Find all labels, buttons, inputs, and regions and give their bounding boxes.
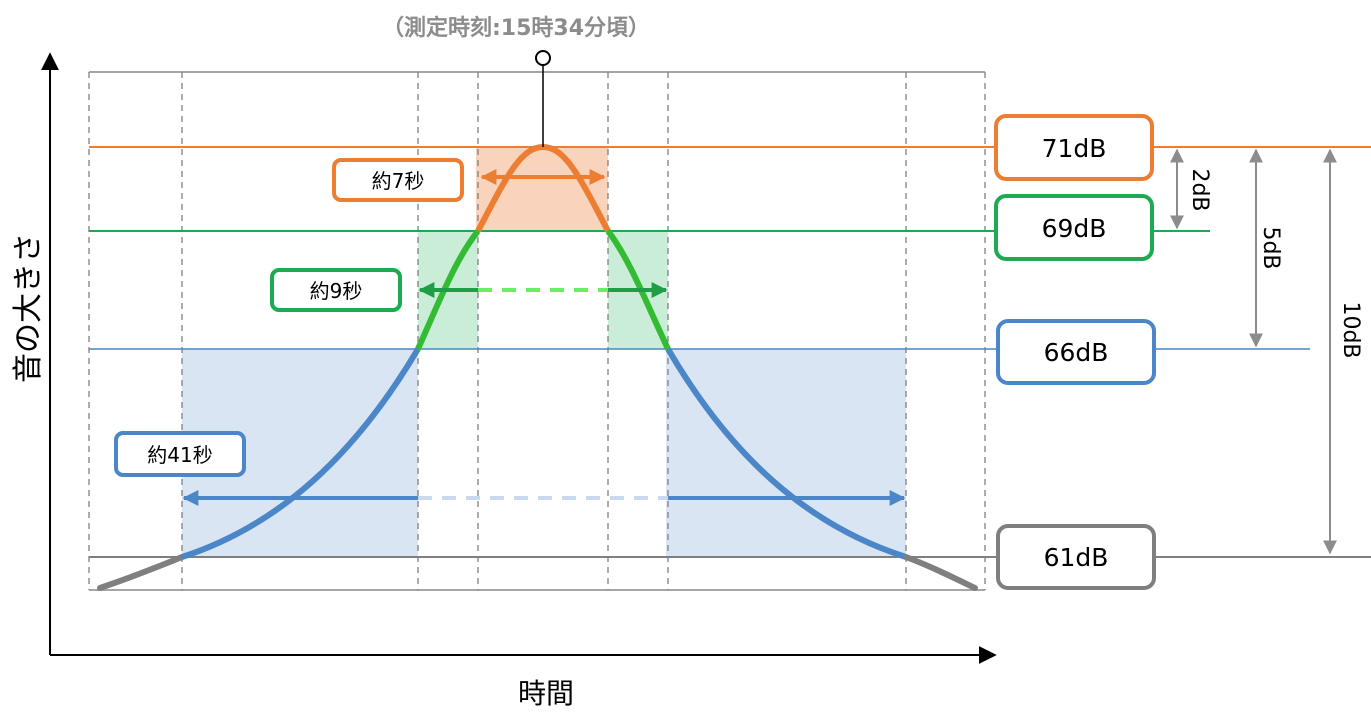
curve-gray-right — [903, 554, 978, 591]
curve-blue-left — [181, 347, 421, 560]
duration-label-7s: 約7秒 — [372, 169, 425, 193]
curve-green-right — [605, 229, 671, 351]
duration-box-41s — [114, 431, 246, 477]
region-66db-right — [666, 349, 906, 557]
duration-label-41s: 約41秒 — [147, 443, 212, 467]
level-box-66db — [996, 319, 1156, 385]
level-label-66db: 66dB — [1044, 338, 1109, 367]
diff-label-10db: 10dB — [1338, 301, 1363, 358]
diff-label-5db: 5dB — [1258, 226, 1283, 269]
level-box-71db — [994, 114, 1154, 181]
curve-gray-left — [97, 554, 185, 591]
curve-blue-right — [665, 347, 907, 560]
level-label-71db: 71dB — [1042, 134, 1107, 163]
duration-box-9s — [270, 268, 402, 312]
measure-time-label: （測定時刻:15時34分頃） — [382, 15, 650, 41]
duration-label-9s: 約9秒 — [310, 279, 363, 303]
curve-green-left — [415, 229, 481, 351]
level-box-69db — [994, 194, 1154, 261]
y-axis-label: 音の大きさ — [11, 233, 46, 383]
level-label-69db: 69dB — [1042, 214, 1107, 243]
level-label-61db: 61dB — [1044, 543, 1109, 572]
duration-box-7s — [332, 158, 464, 202]
level-box-61db — [996, 524, 1156, 590]
vertical-guides — [88, 72, 986, 590]
x-axis-label: 時間 — [518, 677, 574, 710]
peak-pin-head — [535, 50, 551, 66]
diff-label-2db: 2dB — [1187, 168, 1212, 211]
